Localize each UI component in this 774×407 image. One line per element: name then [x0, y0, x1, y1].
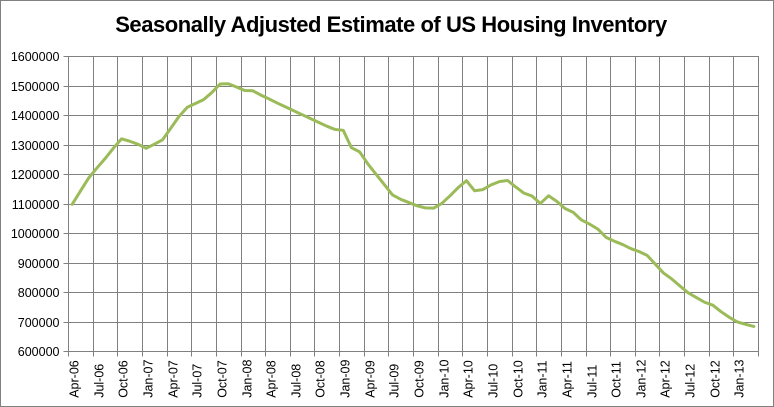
svg-text:Oct-09: Oct-09	[413, 360, 427, 398]
svg-text:Oct-10: Oct-10	[512, 360, 526, 398]
svg-text:Jul-09: Jul-09	[388, 364, 402, 398]
svg-text:Jul-07: Jul-07	[191, 364, 205, 398]
svg-text:Apr-10: Apr-10	[462, 360, 476, 398]
svg-text:1600000: 1600000	[11, 50, 60, 64]
svg-text:Apr-07: Apr-07	[167, 360, 181, 398]
svg-text:Jan-13: Jan-13	[733, 360, 747, 398]
svg-text:Jul-10: Jul-10	[487, 364, 501, 398]
svg-text:Oct-08: Oct-08	[314, 360, 328, 398]
svg-text:Jan-08: Jan-08	[241, 360, 255, 398]
svg-text:Jan-10: Jan-10	[438, 360, 452, 398]
svg-text:Jul-06: Jul-06	[93, 364, 107, 398]
svg-text:Oct-12: Oct-12	[709, 360, 723, 398]
svg-text:Apr-06: Apr-06	[68, 360, 82, 398]
svg-text:Apr-11: Apr-11	[561, 361, 575, 398]
svg-text:Jan-09: Jan-09	[339, 360, 353, 398]
svg-text:Oct-07: Oct-07	[216, 360, 230, 398]
svg-text:1200000: 1200000	[11, 168, 60, 182]
svg-text:Apr-09: Apr-09	[364, 360, 378, 398]
svg-text:1500000: 1500000	[11, 80, 60, 94]
svg-text:Jan-11: Jan-11	[536, 360, 550, 397]
svg-text:Jul-11: Jul-11	[586, 365, 600, 398]
svg-text:1400000: 1400000	[11, 109, 60, 123]
svg-text:800000: 800000	[18, 286, 60, 300]
svg-text:1000000: 1000000	[11, 227, 60, 241]
svg-text:700000: 700000	[18, 316, 60, 330]
svg-text:Apr-08: Apr-08	[265, 360, 279, 398]
svg-text:Oct-06: Oct-06	[117, 360, 131, 398]
svg-text:Oct-11: Oct-11	[610, 361, 624, 398]
svg-text:1100000: 1100000	[12, 198, 60, 212]
svg-text:1300000: 1300000	[11, 139, 60, 153]
svg-text:Jan-12: Jan-12	[635, 360, 649, 398]
svg-text:Jul-08: Jul-08	[290, 364, 304, 398]
svg-text:600000: 600000	[18, 345, 60, 359]
svg-text:Jul-12: Jul-12	[684, 364, 698, 398]
svg-text:Jan-07: Jan-07	[142, 360, 156, 398]
svg-text:900000: 900000	[18, 257, 60, 271]
svg-text:Apr-12: Apr-12	[659, 360, 673, 398]
